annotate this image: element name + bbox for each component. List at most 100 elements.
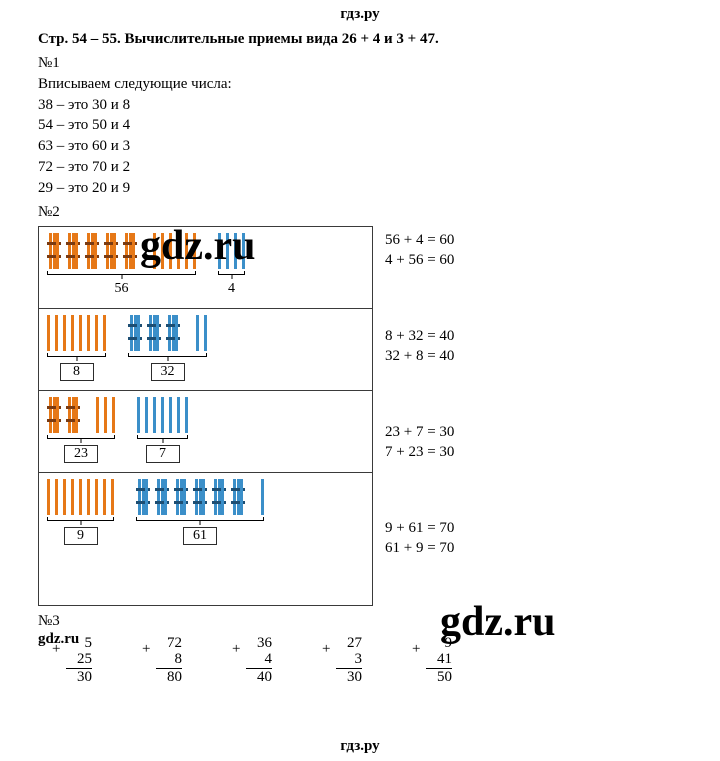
stick-single <box>153 397 156 433</box>
sum: 80 <box>142 669 182 686</box>
ex2-container: 56 4 8 32 23 7 9 61 56 + 4 = 604 + 56 = 60 8 + 3… <box>38 226 682 606</box>
stick-single <box>71 479 74 515</box>
page-content: Стр. 54 – 55. Вычислительные приемы вида… <box>0 23 720 685</box>
column-addition: +36440 <box>232 635 272 686</box>
stick-bundle <box>66 397 80 433</box>
stick-group: 9 <box>47 479 114 545</box>
sum: 40 <box>232 669 272 686</box>
stick-bundle <box>128 315 142 351</box>
equation-block: 23 + 7 = 307 + 23 = 30 <box>385 422 682 510</box>
stick-single <box>55 479 58 515</box>
stick-single <box>96 397 99 433</box>
ex1-line: 38 – это 30 и 8 <box>38 96 682 115</box>
ex1-label: №1 <box>38 54 682 73</box>
ex2-sticks-table: 56 4 8 32 23 7 9 61 <box>38 226 373 606</box>
stick-bundle <box>212 479 226 515</box>
ex2-row: 9 61 <box>39 473 372 555</box>
stick-single <box>169 397 172 433</box>
column-addition: +94150 <box>412 635 452 686</box>
group-label: 56 <box>115 281 129 297</box>
stick-single <box>55 315 58 351</box>
stick-group: 32 <box>128 315 207 381</box>
stick-group: 4 <box>218 233 245 297</box>
addend-top: 36 <box>246 635 272 652</box>
ex1-lines: 38 – это 30 и 854 – это 50 и 4 63 – это 6… <box>38 96 682 198</box>
group-label: 9 <box>64 527 98 545</box>
stick-bundle <box>147 315 161 351</box>
equation-line: 9 + 61 = 70 <box>385 518 682 538</box>
ex2-row: 23 7 <box>39 391 372 473</box>
stick-single <box>177 397 180 433</box>
stick-single <box>242 233 245 269</box>
stick-single <box>204 315 207 351</box>
column-addition: +72880 <box>142 635 182 686</box>
page-header: гдз.ру <box>0 0 720 23</box>
stick-single <box>63 479 66 515</box>
plus-sign: + <box>412 641 426 664</box>
stick-group: 8 <box>47 315 106 381</box>
stick-group: 23 <box>47 397 115 463</box>
stick-single <box>104 397 107 433</box>
addend-bottom: 25 <box>66 651 92 669</box>
stick-single <box>234 233 237 269</box>
stick-bundle <box>85 233 99 269</box>
ex1-line: 72 – это 70 и 2 <box>38 158 682 177</box>
stick-single <box>47 479 50 515</box>
stick-single <box>47 315 50 351</box>
addend-bottom: 8 <box>156 651 182 669</box>
stick-single <box>87 315 90 351</box>
addend-bottom: 41 <box>426 651 452 669</box>
ex3-label: №3 <box>38 612 682 631</box>
ex3-problems: +52530+72880+36440+27330+94150 <box>52 635 682 686</box>
stick-bundle <box>123 233 137 269</box>
stick-bundle <box>47 233 61 269</box>
stick-single <box>177 233 180 269</box>
plus-sign: + <box>322 641 336 664</box>
addend-top: 27 <box>336 635 362 652</box>
stick-single <box>196 315 199 351</box>
stick-single <box>145 397 148 433</box>
group-label: 7 <box>146 445 180 463</box>
equation-line: 61 + 9 = 70 <box>385 538 682 558</box>
ex1-line: 63 – это 60 и 3 <box>38 137 682 156</box>
stick-single <box>161 397 164 433</box>
stick-single <box>71 315 74 351</box>
addend-top: 72 <box>156 635 182 652</box>
group-label: 23 <box>64 445 98 463</box>
plus-sign: + <box>52 641 66 664</box>
addend-bottom: 3 <box>336 651 362 669</box>
stick-single <box>111 479 114 515</box>
stick-single <box>79 315 82 351</box>
addend-top: 9 <box>426 635 452 652</box>
stick-bundle <box>104 233 118 269</box>
equation-line: 32 + 8 = 40 <box>385 346 682 366</box>
stick-single <box>193 233 196 269</box>
stick-bundle <box>155 479 169 515</box>
stick-single <box>95 315 98 351</box>
sum: 30 <box>52 669 92 686</box>
column-addition: +27330 <box>322 635 362 686</box>
page-title: Стр. 54 – 55. Вычислительные приемы вида… <box>38 31 682 48</box>
stick-single <box>218 233 221 269</box>
page-footer: гдз.ру <box>0 738 720 755</box>
stick-bundle <box>231 479 245 515</box>
stick-single <box>63 315 66 351</box>
equation-block: 9 + 61 = 7061 + 9 = 70 <box>385 518 682 606</box>
ex1-line: 54 – это 50 и 4 <box>38 116 682 135</box>
equation-line: 4 + 56 = 60 <box>385 250 682 270</box>
ex2-row: 8 32 <box>39 309 372 391</box>
equation-line: 56 + 4 = 60 <box>385 230 682 250</box>
equation-line: 8 + 32 = 40 <box>385 326 682 346</box>
stick-single <box>161 233 164 269</box>
stick-single <box>185 397 188 433</box>
group-label: 61 <box>183 527 217 545</box>
stick-single <box>261 479 264 515</box>
plus-sign: + <box>142 641 156 664</box>
addend-bottom: 4 <box>246 651 272 669</box>
stick-bundle <box>47 397 61 433</box>
stick-group: 61 <box>136 479 264 545</box>
ex2-label: №2 <box>38 203 682 222</box>
group-label: 4 <box>228 281 235 297</box>
stick-single <box>169 233 172 269</box>
addend-top: 5 <box>66 635 92 652</box>
